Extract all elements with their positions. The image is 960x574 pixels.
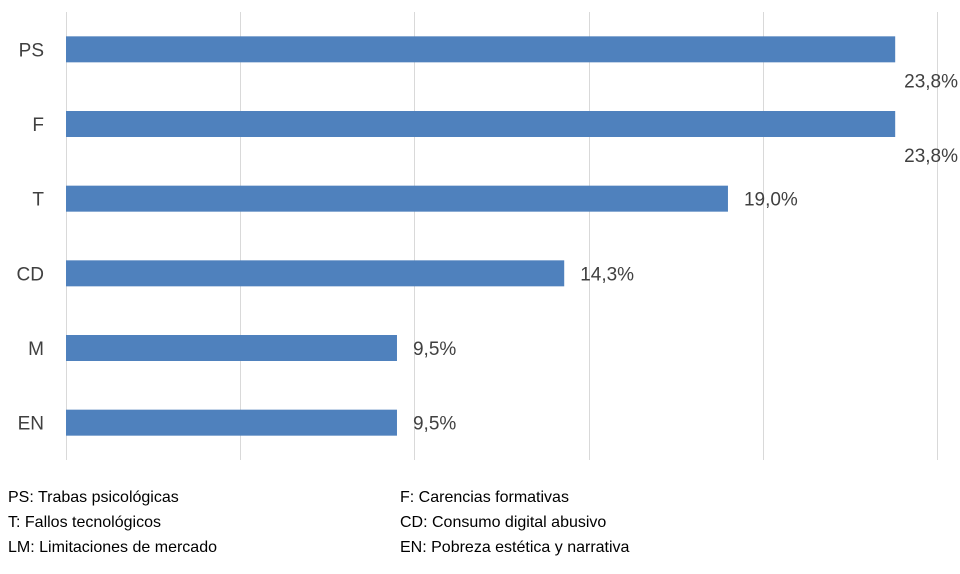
data-label-cd: 14,3% — [580, 264, 634, 285]
category-label-f: F — [32, 115, 44, 136]
legend-item-t: T: Fallos tecnológicos — [8, 514, 161, 531]
category-legend: PS: Trabas psicológicas F: Carencias for… — [8, 487, 948, 559]
bar-en — [66, 409, 397, 436]
category-labels: PS F T CD M EN — [17, 40, 45, 434]
data-label-ps: 23,8% — [904, 71, 958, 92]
legend-item-ps: PS: Trabas psicológicas — [8, 489, 179, 506]
category-label-cd: CD — [17, 264, 44, 285]
data-label-m: 9,5% — [413, 339, 456, 360]
legend-item-f: F: Carencias formativas — [400, 489, 569, 506]
bar-chart: PS F T CD M EN 23,8% 23,8% 19,0% 14,3% 9,5% 9,5% — [17, 12, 958, 460]
bar-m — [66, 335, 397, 361]
legend-item-en: EN: Pobreza estética y narrativa — [400, 539, 630, 556]
legend-item-lm: LM: Limitaciones de mercado — [8, 539, 217, 556]
gridlines — [66, 12, 938, 460]
bar-f — [66, 111, 896, 137]
data-label-f: 23,8% — [904, 146, 958, 167]
bars — [66, 36, 896, 436]
category-label-m: M — [28, 339, 44, 360]
category-label-en: EN — [18, 414, 44, 435]
legend-item-cd: CD: Consumo digital abusivo — [400, 514, 607, 531]
value-labels: 23,8% 23,8% 19,0% 14,3% 9,5% 9,5% — [413, 71, 958, 434]
bar-t — [66, 185, 728, 212]
data-label-en: 9,5% — [413, 414, 456, 435]
data-label-t: 19,0% — [744, 190, 798, 211]
bar-cd — [66, 260, 565, 287]
category-label-ps: PS — [19, 40, 44, 61]
bar-ps — [66, 36, 896, 63]
category-label-t: T — [32, 190, 44, 211]
